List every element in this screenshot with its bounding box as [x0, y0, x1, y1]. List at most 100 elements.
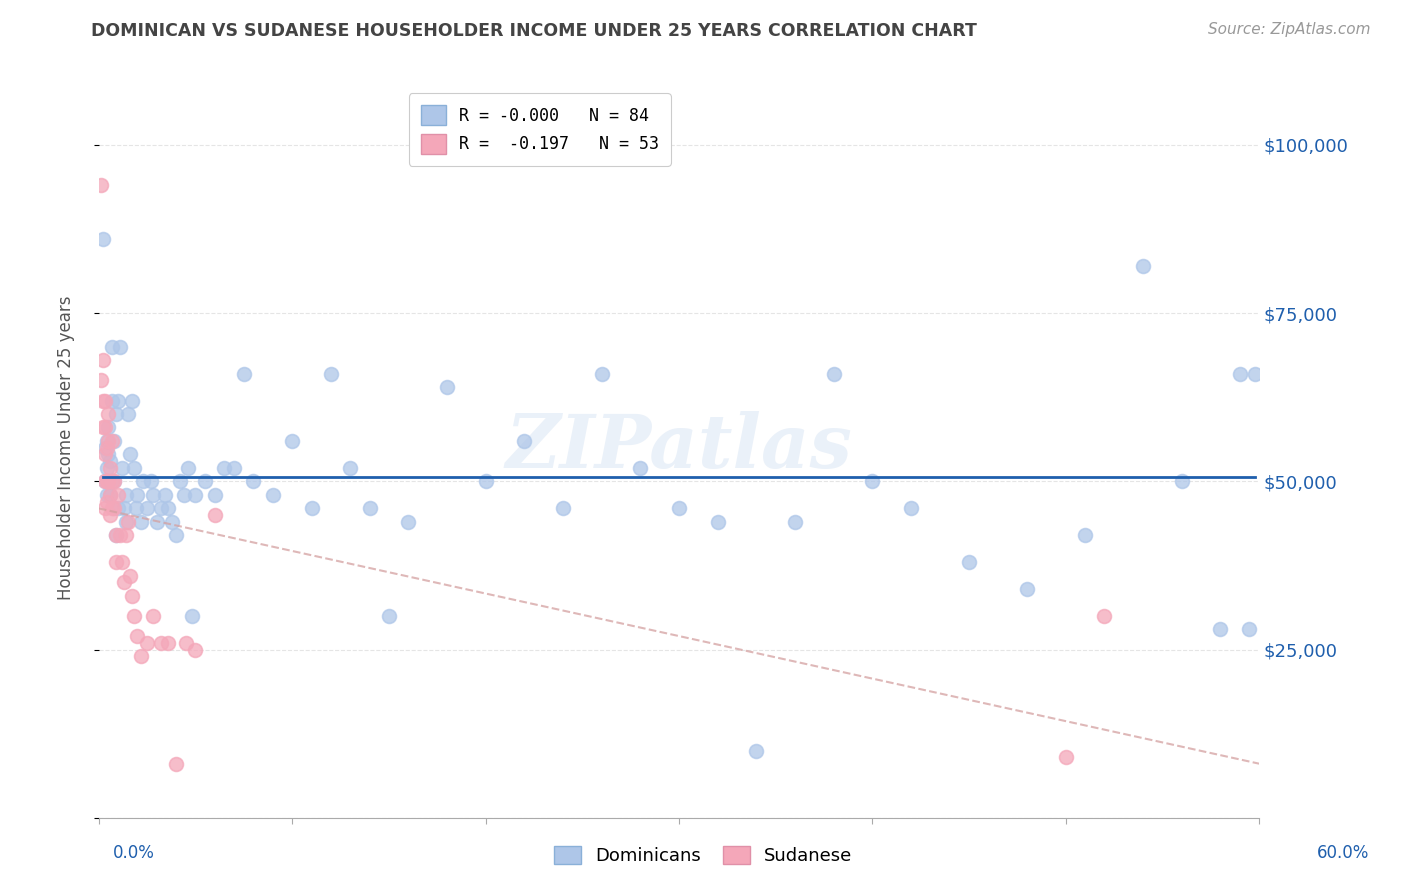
Point — [93, 475, 115, 489]
Point — [136, 636, 159, 650]
Point — [117, 407, 139, 421]
Point — [122, 461, 145, 475]
Point — [1092, 609, 1115, 624]
Point — [115, 528, 138, 542]
Point — [142, 488, 165, 502]
Text: Source: ZipAtlas.com: Source: ZipAtlas.com — [1208, 22, 1371, 37]
Point — [93, 420, 115, 434]
Point — [204, 508, 226, 522]
Point — [96, 475, 118, 489]
Point — [97, 447, 120, 461]
Point — [262, 488, 284, 502]
Point — [157, 501, 180, 516]
Point — [93, 447, 115, 461]
Point — [100, 488, 122, 502]
Point — [132, 475, 155, 489]
Point — [107, 501, 129, 516]
Point — [860, 475, 883, 489]
Point — [97, 420, 120, 434]
Point — [136, 501, 159, 516]
Point — [242, 475, 264, 489]
Point — [139, 475, 162, 489]
Point — [111, 461, 134, 475]
Point — [1209, 623, 1232, 637]
Point — [1229, 367, 1251, 381]
Point — [100, 461, 122, 475]
Point — [474, 475, 496, 489]
Point — [122, 609, 145, 624]
Point — [97, 475, 120, 489]
Point — [668, 501, 690, 516]
Point — [124, 501, 146, 516]
Point — [214, 461, 236, 475]
Point — [91, 393, 114, 408]
Point — [177, 461, 200, 475]
Point — [396, 515, 419, 529]
Point — [513, 434, 536, 448]
Point — [91, 232, 114, 246]
Point — [1074, 528, 1097, 542]
Point — [105, 555, 128, 569]
Point — [118, 568, 141, 582]
Point — [96, 461, 118, 475]
Point — [100, 508, 122, 522]
Point — [115, 488, 138, 502]
Text: 0.0%: 0.0% — [112, 844, 155, 862]
Point — [112, 575, 135, 590]
Point — [91, 420, 114, 434]
Point — [165, 757, 187, 772]
Point — [101, 434, 124, 448]
Y-axis label: Householder Income Under 25 years: Householder Income Under 25 years — [58, 295, 75, 600]
Point — [551, 501, 574, 516]
Legend: R = -0.000   N = 84, R =  -0.197   N = 53: R = -0.000 N = 84, R = -0.197 N = 53 — [409, 93, 671, 166]
Point — [103, 501, 125, 516]
Point — [281, 434, 304, 448]
Point — [157, 636, 180, 650]
Point — [1015, 582, 1038, 596]
Point — [319, 367, 342, 381]
Text: 60.0%: 60.0% — [1316, 844, 1369, 862]
Point — [184, 642, 207, 657]
Point — [149, 501, 172, 516]
Point — [131, 649, 153, 664]
Point — [339, 461, 361, 475]
Point — [1244, 367, 1267, 381]
Point — [96, 441, 118, 455]
Point — [169, 475, 191, 489]
Point — [224, 461, 246, 475]
Point — [127, 488, 149, 502]
Point — [103, 475, 125, 489]
Point — [115, 515, 138, 529]
Point — [117, 515, 139, 529]
Point — [1239, 623, 1261, 637]
Point — [1054, 750, 1077, 764]
Text: ZIPatlas: ZIPatlas — [506, 411, 852, 484]
Legend: Dominicans, Sudanese: Dominicans, Sudanese — [547, 838, 859, 872]
Point — [180, 609, 202, 624]
Point — [103, 434, 125, 448]
Point — [101, 501, 124, 516]
Point — [127, 629, 149, 643]
Point — [93, 475, 115, 489]
Point — [121, 393, 143, 408]
Point — [97, 434, 120, 448]
Point — [359, 501, 381, 516]
Point — [107, 488, 129, 502]
Point — [112, 501, 135, 516]
Point — [957, 555, 980, 569]
Point — [1170, 475, 1192, 489]
Point — [121, 589, 143, 603]
Point — [101, 340, 124, 354]
Point — [142, 609, 165, 624]
Point — [101, 475, 124, 489]
Point — [93, 501, 115, 516]
Point — [146, 515, 169, 529]
Point — [706, 515, 728, 529]
Point — [162, 515, 184, 529]
Point — [96, 494, 118, 508]
Point — [90, 178, 112, 193]
Point — [173, 488, 195, 502]
Point — [96, 434, 118, 448]
Point — [194, 475, 217, 489]
Point — [100, 488, 122, 502]
